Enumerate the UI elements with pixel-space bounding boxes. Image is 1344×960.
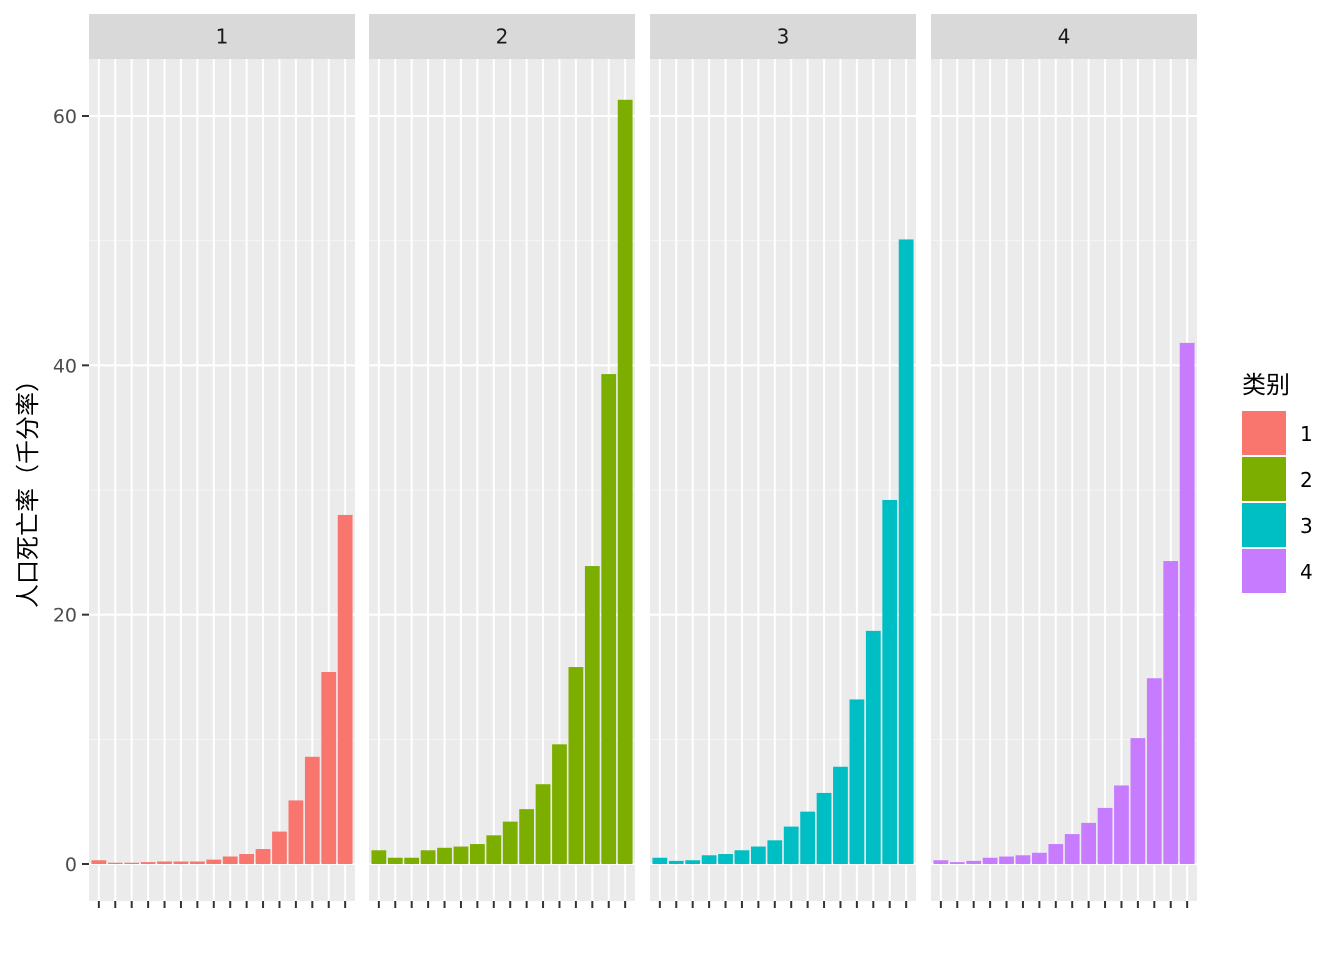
bar bbox=[1031, 852, 1047, 864]
bar bbox=[734, 850, 750, 864]
bar bbox=[519, 809, 535, 864]
bar bbox=[387, 857, 403, 864]
bar bbox=[882, 499, 898, 864]
bar bbox=[437, 847, 452, 864]
bar bbox=[206, 859, 222, 864]
panel-3: 3 bbox=[650, 14, 916, 908]
bar bbox=[189, 861, 205, 864]
legend: 类别 1 2 3 4 bbox=[1242, 371, 1313, 593]
bar bbox=[1179, 342, 1195, 865]
legend-label: 3 bbox=[1300, 514, 1313, 538]
bar bbox=[718, 854, 733, 864]
y-tick-label: 60 bbox=[53, 106, 77, 128]
bar bbox=[469, 844, 485, 864]
bar bbox=[272, 831, 287, 864]
bar bbox=[584, 566, 600, 864]
bar bbox=[949, 862, 965, 864]
bar bbox=[1130, 738, 1146, 864]
bar bbox=[833, 766, 848, 864]
bar bbox=[849, 699, 865, 864]
bar bbox=[222, 856, 238, 864]
bar bbox=[668, 860, 684, 864]
bar bbox=[91, 860, 107, 864]
legend-key bbox=[1242, 549, 1286, 593]
strip-label: 2 bbox=[496, 25, 509, 49]
bar bbox=[1163, 561, 1179, 864]
bar bbox=[288, 800, 304, 864]
bar bbox=[552, 744, 567, 864]
bar bbox=[701, 855, 717, 864]
bar bbox=[601, 374, 617, 864]
legend-label: 4 bbox=[1300, 560, 1313, 584]
bar bbox=[453, 846, 469, 864]
bar bbox=[124, 862, 140, 864]
strip-background bbox=[931, 14, 1197, 59]
bar bbox=[999, 856, 1014, 864]
chart-panels: 1 2 3 4 bbox=[89, 14, 1197, 908]
y-axis-title: 人口死亡率（千分率） bbox=[14, 368, 42, 608]
bar bbox=[1015, 855, 1031, 864]
bar bbox=[652, 857, 668, 864]
bar bbox=[767, 840, 783, 864]
legend-title: 类别 bbox=[1242, 371, 1290, 399]
bar bbox=[982, 857, 998, 864]
bar bbox=[173, 861, 189, 864]
strip-background bbox=[89, 14, 355, 59]
y-axis: 0 20 40 60 bbox=[53, 106, 89, 876]
bar bbox=[1081, 822, 1097, 864]
bar bbox=[157, 861, 172, 864]
bar bbox=[371, 850, 387, 864]
bar bbox=[535, 784, 551, 864]
bar bbox=[255, 849, 271, 864]
bar bbox=[800, 811, 816, 864]
bar bbox=[568, 667, 584, 864]
bar bbox=[816, 792, 832, 864]
legend-label: 1 bbox=[1300, 422, 1313, 446]
bar bbox=[1048, 844, 1064, 864]
bar bbox=[933, 860, 949, 864]
bar bbox=[750, 846, 766, 864]
bar bbox=[1064, 834, 1080, 864]
y-tick-label: 40 bbox=[53, 355, 77, 377]
bar bbox=[865, 630, 881, 864]
strip-background bbox=[369, 14, 635, 59]
bar bbox=[1146, 678, 1162, 864]
panel-2: 2 bbox=[369, 14, 635, 908]
bar bbox=[1097, 807, 1113, 864]
legend-key bbox=[1242, 457, 1286, 501]
bar bbox=[420, 850, 436, 864]
bar bbox=[404, 857, 420, 864]
strip-label: 1 bbox=[216, 25, 229, 49]
bar bbox=[321, 672, 337, 864]
bar bbox=[966, 860, 982, 864]
bar bbox=[304, 756, 320, 864]
legend-key bbox=[1242, 411, 1286, 455]
panel-1: 1 bbox=[89, 14, 355, 908]
bar bbox=[617, 99, 633, 864]
legend-key bbox=[1242, 503, 1286, 547]
bar bbox=[685, 860, 701, 864]
bar bbox=[337, 514, 353, 864]
bar bbox=[898, 239, 914, 865]
panel-4: 4 bbox=[931, 14, 1197, 908]
y-tick-label: 20 bbox=[53, 605, 77, 627]
y-tick-label: 0 bbox=[65, 854, 77, 876]
legend-label: 2 bbox=[1300, 468, 1313, 492]
bar bbox=[140, 862, 156, 864]
strip-label: 3 bbox=[777, 25, 790, 49]
bar bbox=[783, 826, 799, 864]
bar bbox=[1114, 785, 1129, 864]
bar bbox=[239, 854, 255, 864]
bar bbox=[107, 862, 123, 864]
bar bbox=[486, 835, 502, 864]
bar bbox=[502, 821, 518, 864]
strip-background bbox=[650, 14, 916, 59]
strip-label: 4 bbox=[1058, 25, 1071, 49]
